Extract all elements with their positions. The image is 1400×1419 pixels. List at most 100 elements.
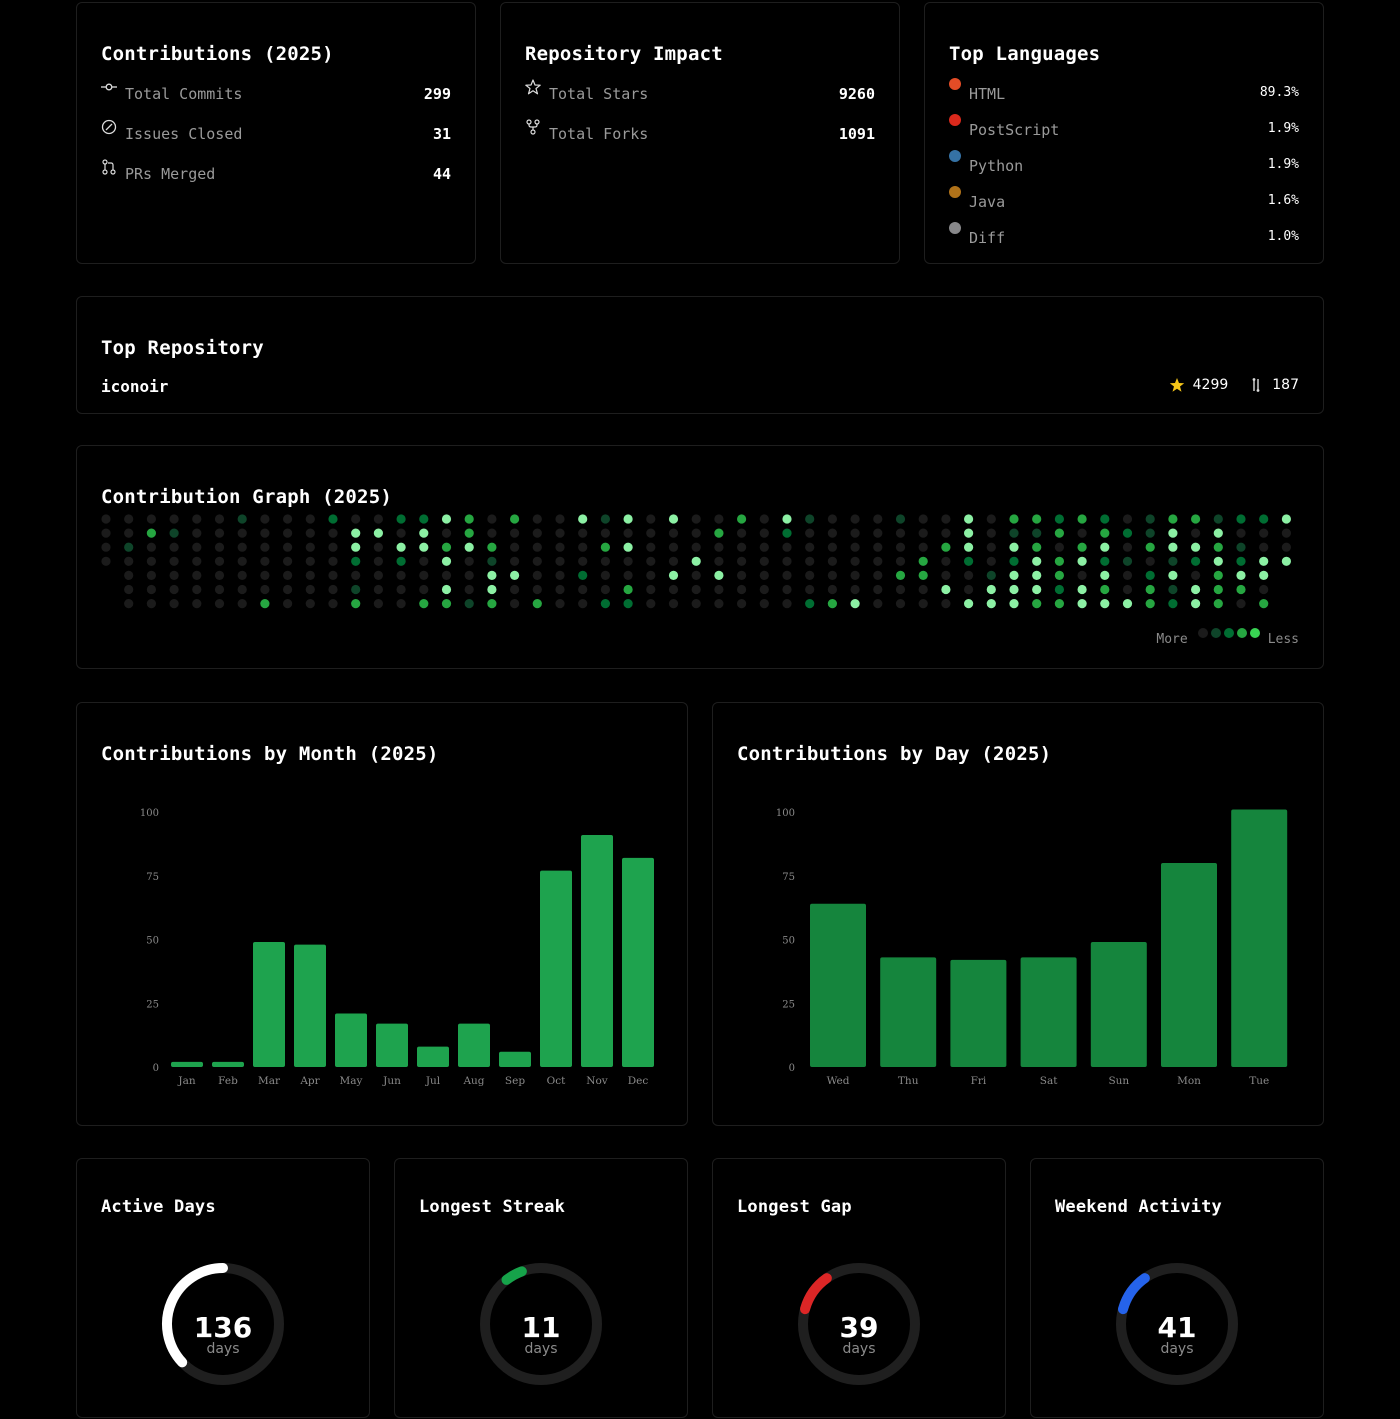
contribution-day-cell bbox=[623, 528, 633, 538]
bar[interactable] bbox=[1161, 863, 1217, 1067]
ring-stat-unit: days bbox=[524, 1341, 558, 1357]
contribution-day-cell bbox=[328, 514, 338, 524]
contribution-day-cell bbox=[1009, 556, 1019, 566]
top-repository-title: Top Repository bbox=[101, 337, 264, 359]
bar[interactable] bbox=[540, 870, 572, 1067]
contribution-graph-card: Contribution Graph (2025) More Less bbox=[76, 445, 1324, 669]
contribution-day-cell bbox=[1259, 599, 1269, 609]
contribution-day-cell bbox=[351, 514, 361, 524]
language-percent: 1.0% bbox=[1267, 229, 1299, 244]
total-commits-row: Total Commits 299 bbox=[101, 83, 451, 107]
contribution-day-cell bbox=[214, 599, 225, 609]
contribution-day-cell bbox=[600, 514, 611, 524]
contribution-day-cell bbox=[328, 556, 338, 566]
bar[interactable] bbox=[253, 942, 285, 1067]
contribution-day-cell bbox=[691, 542, 701, 552]
contribution-day-cell bbox=[1122, 542, 1133, 552]
contribution-day-cell bbox=[1100, 514, 1110, 524]
bar[interactable] bbox=[581, 834, 613, 1067]
contribution-day-cell bbox=[759, 556, 769, 566]
bar[interactable] bbox=[294, 944, 326, 1067]
contribution-day-cell bbox=[1236, 584, 1246, 595]
bar[interactable] bbox=[950, 959, 1007, 1067]
bar[interactable] bbox=[1090, 942, 1147, 1067]
contribution-day-cell bbox=[691, 528, 701, 538]
contribution-day-cell bbox=[1213, 599, 1223, 609]
bar[interactable] bbox=[880, 957, 937, 1067]
contribution-day-cell bbox=[169, 514, 179, 524]
contribution-day-cell bbox=[1054, 599, 1064, 609]
contribution-day-cell bbox=[260, 556, 270, 566]
prs-merged-row: PRs Merged 44 bbox=[101, 159, 451, 187]
contribution-day-cell bbox=[964, 584, 974, 595]
contribution-day-cell bbox=[1236, 599, 1246, 609]
contribution-day-cell bbox=[169, 584, 179, 595]
contribution-day-cell bbox=[1100, 570, 1110, 580]
language-percent: 1.9% bbox=[1267, 157, 1299, 172]
contribution-day-cell bbox=[283, 528, 293, 538]
contribution-day-cell bbox=[827, 556, 838, 566]
contribution-day-cell bbox=[510, 584, 520, 595]
contribution-day-cell bbox=[918, 570, 928, 580]
contribution-day-cell bbox=[1009, 584, 1019, 595]
bar[interactable] bbox=[417, 1046, 449, 1067]
bar[interactable] bbox=[171, 1061, 203, 1067]
contribution-day-cell bbox=[578, 599, 588, 609]
language-percent: 1.6% bbox=[1267, 193, 1299, 208]
contribution-day-cell bbox=[873, 570, 883, 580]
graph-legend: More Less bbox=[1156, 627, 1299, 647]
y-tick-label: 100 bbox=[776, 808, 795, 819]
contribution-day-cell bbox=[1145, 514, 1155, 524]
contribution-day-cell bbox=[918, 514, 928, 524]
contribution-graph-title: Contribution Graph (2025) bbox=[101, 486, 392, 508]
language-name: PostScript bbox=[969, 121, 1060, 139]
contribution-day-cell bbox=[1168, 556, 1178, 566]
contribution-day-cell bbox=[1032, 556, 1042, 566]
x-tick-label: Feb bbox=[218, 1075, 238, 1087]
contribution-day-cell bbox=[1122, 556, 1133, 566]
contribution-day-cell bbox=[850, 584, 860, 595]
contribution-day-cell bbox=[283, 599, 293, 609]
bar[interactable] bbox=[458, 1023, 490, 1067]
contribution-day-cell bbox=[1281, 542, 1291, 552]
contribution-day-cell bbox=[986, 599, 996, 609]
contribution-day-cell bbox=[964, 528, 974, 538]
contribution-day-cell bbox=[192, 556, 202, 566]
bar[interactable] bbox=[499, 1051, 531, 1067]
contribution-day-cell bbox=[1054, 542, 1064, 552]
contribution-day-cell bbox=[941, 528, 951, 538]
contribution-day-cell bbox=[1145, 570, 1155, 580]
bar[interactable] bbox=[622, 857, 654, 1067]
bar[interactable] bbox=[1231, 809, 1288, 1067]
contribution-day-cell bbox=[237, 556, 247, 566]
contribution-day-cell bbox=[237, 570, 247, 580]
contribution-day-cell bbox=[873, 514, 883, 524]
contribution-day-cell bbox=[192, 514, 202, 524]
contribution-day-cell bbox=[305, 584, 315, 595]
contribution-day-cell bbox=[192, 528, 202, 538]
bar[interactable] bbox=[335, 1013, 367, 1067]
y-tick-label: 25 bbox=[782, 999, 795, 1010]
contribution-day-cell bbox=[623, 556, 633, 566]
contribution-day-cell bbox=[1122, 514, 1133, 524]
contribution-day-cell bbox=[124, 584, 134, 595]
contribution-day-cell bbox=[419, 556, 429, 566]
contribution-day-cell bbox=[714, 584, 724, 595]
contribution-day-cell bbox=[487, 556, 497, 566]
top-repository-name[interactable]: iconoir bbox=[101, 377, 169, 396]
contribution-day-cell bbox=[101, 556, 111, 566]
contribution-day-cell bbox=[668, 514, 679, 524]
contribution-day-cell bbox=[487, 542, 497, 552]
bar[interactable] bbox=[376, 1023, 408, 1067]
contribution-day-cell bbox=[737, 528, 747, 538]
bar[interactable] bbox=[212, 1061, 244, 1067]
bar[interactable] bbox=[1020, 957, 1077, 1067]
y-tick-label: 0 bbox=[153, 1063, 159, 1074]
contribution-day-cell bbox=[464, 514, 474, 524]
language-row: HTML 89.3% bbox=[949, 78, 1299, 107]
contribution-day-cell bbox=[351, 599, 361, 609]
bar[interactable] bbox=[810, 903, 866, 1067]
contribution-day-cell bbox=[192, 542, 202, 552]
contribution-day-cell bbox=[941, 570, 951, 580]
x-tick-label: Sat bbox=[1040, 1075, 1058, 1087]
